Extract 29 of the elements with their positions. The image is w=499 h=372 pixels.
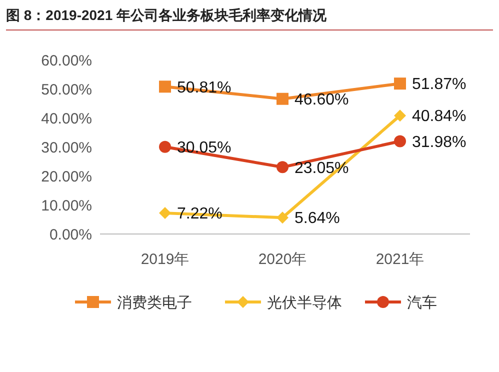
- y-tick-label: 50.00%: [41, 81, 92, 98]
- y-tick-label: 30.00%: [41, 139, 92, 156]
- point: [159, 207, 171, 220]
- y-tick-label: 0.00%: [49, 226, 92, 244]
- legend-label: 汽车: [407, 294, 437, 312]
- point: [159, 80, 171, 93]
- point: [276, 92, 288, 105]
- point: [276, 212, 288, 224]
- point: [394, 135, 406, 148]
- point: [394, 78, 406, 90]
- data-label: 46.60%: [294, 91, 349, 108]
- legend-label: 消费类电子: [117, 294, 192, 312]
- data-label: 51.87%: [412, 76, 466, 94]
- y-tick-label: 20.00%: [41, 168, 92, 186]
- y-tick-label: 60.00%: [41, 52, 92, 70]
- data-label: 40.84%: [412, 108, 466, 126]
- y-tick-label: 40.00%: [41, 110, 92, 128]
- legend-label: 光伏半导体: [267, 294, 342, 312]
- point: [159, 140, 171, 153]
- y-tick-label: 10.00%: [41, 197, 92, 214]
- data-label: 5.64%: [294, 210, 340, 228]
- chart-title: 图 8：2019-2021 年公司各业务板块毛利率变化情况: [6, 7, 328, 23]
- x-tick-label: 2020年: [258, 251, 307, 268]
- x-tick-label: 2021年: [376, 251, 424, 268]
- x-tick-label: 2019年: [140, 251, 190, 268]
- data-label: 31.98%: [412, 134, 466, 151]
- data-label: 30.05%: [177, 139, 232, 156]
- point: [276, 161, 288, 174]
- point: [394, 110, 406, 122]
